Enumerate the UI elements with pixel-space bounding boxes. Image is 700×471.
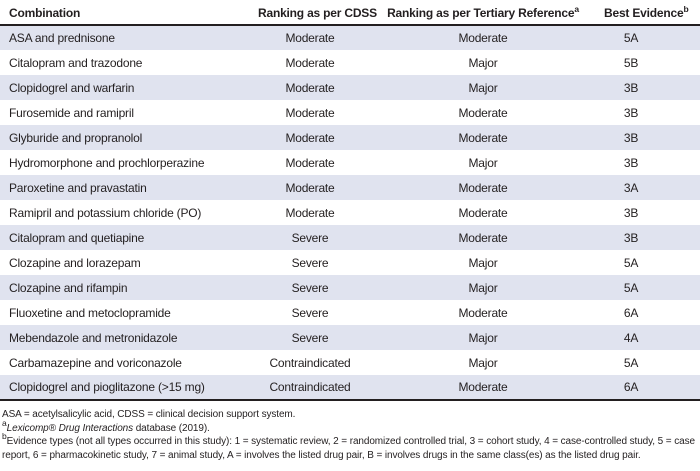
cdss-ranking-cell: Severe bbox=[291, 230, 329, 245]
table-footnotes: ASA = acetylsalicylic acid, CDSS = clini… bbox=[0, 401, 700, 462]
best-evidence-cell: 5A bbox=[623, 31, 639, 45]
col-header-tertiary-ranking: Ranking as per Tertiary Referencea bbox=[362, 2, 604, 26]
tertiary-ranking-cell: Major bbox=[468, 55, 498, 70]
table-row: Paroxetine and pravastatin Moderate Mode… bbox=[0, 175, 700, 200]
col-header-label: Best Evidence bbox=[604, 6, 684, 20]
table-row: Mebendazole and metronidazole Severe Maj… bbox=[0, 325, 700, 350]
tertiary-ranking-cell: Moderate bbox=[458, 305, 508, 320]
combination-cell: Clozapine and lorazepam bbox=[9, 255, 141, 270]
tertiary-ranking-cell: Major bbox=[468, 80, 498, 95]
tertiary-ranking-cell: Major bbox=[468, 355, 498, 370]
table-row: Citalopram and trazodone Moderate Major … bbox=[0, 50, 700, 75]
cdss-ranking-cell: Moderate bbox=[285, 130, 335, 145]
table-row: ASA and prednisone Moderate Moderate 5A bbox=[0, 25, 700, 50]
best-evidence-cell: 3B bbox=[623, 80, 639, 95]
table-row: Ramipril and potassium chloride (PO) Mod… bbox=[0, 200, 700, 225]
table-row: Glyburide and propranolol Moderate Moder… bbox=[0, 125, 700, 150]
combination-cell: Furosemide and ramipril bbox=[9, 105, 134, 120]
cdss-ranking-cell: Moderate bbox=[285, 105, 335, 120]
best-evidence-cell: 3B bbox=[623, 230, 639, 245]
tertiary-ranking-cell: Major bbox=[468, 255, 498, 270]
combination-cell: Carbamazepine and voriconazole bbox=[9, 355, 182, 370]
table-row: Citalopram and quetiapine Severe Moderat… bbox=[0, 225, 700, 250]
table-row: Clozapine and lorazepam Severe Major 5A bbox=[0, 250, 700, 275]
col-header-label: Combination bbox=[9, 6, 81, 20]
drug-interactions-table: Combination Ranking as per CDSS Ranking … bbox=[0, 2, 700, 401]
col-header-best-evidence: Best Evidenceb bbox=[604, 2, 700, 26]
combination-cell: Clozapine and rifampin bbox=[9, 280, 128, 295]
cdss-ranking-cell: Moderate bbox=[285, 80, 335, 95]
cdss-ranking-cell: Severe bbox=[291, 280, 329, 295]
col-header-combination: Combination bbox=[0, 2, 258, 26]
table-row: Carbamazepine and voriconazole Contraind… bbox=[0, 350, 700, 375]
best-evidence-cell: 5A bbox=[623, 355, 639, 370]
footnote-a-marker: a bbox=[2, 417, 7, 428]
best-evidence-cell: 5B bbox=[623, 55, 639, 70]
combination-cell: Glyburide and propranolol bbox=[9, 130, 143, 145]
combination-cell: Paroxetine and pravastatin bbox=[9, 180, 147, 195]
tertiary-ranking-cell: Moderate bbox=[458, 380, 508, 394]
combination-cell: ASA and prednisone bbox=[9, 31, 115, 45]
combination-cell: Mebendazole and metronidazole bbox=[9, 330, 178, 345]
tertiary-ranking-cell: Moderate bbox=[458, 205, 508, 220]
tertiary-ranking-cell: Moderate bbox=[458, 130, 508, 145]
combination-cell: Clopidogrel and pioglitazone (>15 mg) bbox=[9, 380, 205, 394]
combination-cell: Ramipril and potassium chloride (PO) bbox=[9, 205, 202, 220]
tertiary-ranking-cell: Major bbox=[468, 155, 498, 170]
best-evidence-cell: 3A bbox=[623, 180, 639, 195]
col-header-cdss-ranking: Ranking as per CDSS bbox=[258, 2, 377, 26]
combination-cell: Clopidogrel and warfarin bbox=[9, 80, 135, 95]
best-evidence-cell: 3B bbox=[623, 105, 639, 120]
col-header-superscript: b bbox=[683, 3, 689, 14]
tertiary-ranking-cell: Major bbox=[468, 280, 498, 295]
best-evidence-cell: 5A bbox=[623, 280, 639, 295]
table-row: Clopidogrel and warfarin Moderate Major … bbox=[0, 75, 700, 100]
footnote-a: aLexicomp® Drug Interactions database (2… bbox=[2, 418, 698, 436]
tertiary-ranking-cell: Moderate bbox=[458, 31, 508, 45]
tertiary-ranking-cell: Moderate bbox=[458, 230, 508, 245]
best-evidence-cell: 5A bbox=[623, 255, 639, 270]
cdss-ranking-cell: Moderate bbox=[285, 205, 335, 220]
cdss-ranking-cell: Severe bbox=[291, 330, 329, 345]
col-header-label: Ranking as per CDSS bbox=[258, 6, 377, 20]
table-row: Fluoxetine and metoclopramide Severe Mod… bbox=[0, 300, 700, 325]
best-evidence-cell: 4A bbox=[623, 330, 639, 345]
footnote-a-source-title: Lexicomp® Drug Interactions bbox=[6, 422, 134, 434]
cdss-ranking-cell: Contraindicated bbox=[269, 355, 351, 370]
table-row: Furosemide and ramipril Moderate Moderat… bbox=[0, 100, 700, 125]
combination-cell: Citalopram and trazodone bbox=[9, 55, 143, 70]
best-evidence-cell: 3B bbox=[623, 205, 639, 220]
footnote-b-text: Evidence types (not all types occurred i… bbox=[2, 436, 695, 461]
tertiary-ranking-cell: Moderate bbox=[458, 180, 508, 195]
best-evidence-cell: 3B bbox=[623, 130, 639, 145]
cdss-ranking-cell: Moderate bbox=[285, 55, 335, 70]
footnote-b: bEvidence types (not all types occurred … bbox=[2, 432, 698, 462]
cdss-ranking-cell: Contraindicated bbox=[269, 380, 351, 394]
combination-cell: Hydromorphone and prochlorperazine bbox=[9, 155, 205, 170]
cdss-ranking-cell: Severe bbox=[291, 255, 329, 270]
cdss-ranking-cell: Moderate bbox=[285, 155, 335, 170]
table-row: Hydromorphone and prochlorperazine Moder… bbox=[0, 150, 700, 175]
footnote-b-marker: b bbox=[2, 431, 7, 442]
combination-cell: Fluoxetine and metoclopramide bbox=[9, 305, 171, 320]
footnote-a-rest: database (2019). bbox=[133, 422, 210, 434]
best-evidence-cell: 3B bbox=[623, 155, 639, 170]
best-evidence-cell: 6A bbox=[623, 305, 639, 320]
footnote-abbreviations: ASA = acetylsalicylic acid, CDSS = clini… bbox=[2, 409, 296, 420]
combination-cell: Citalopram and quetiapine bbox=[9, 230, 145, 245]
cdss-ranking-cell: Severe bbox=[291, 305, 329, 320]
tertiary-ranking-cell: Major bbox=[468, 330, 498, 345]
best-evidence-cell: 6A bbox=[623, 380, 639, 394]
col-header-label: Ranking as per Tertiary Reference bbox=[387, 6, 575, 20]
table-row: Clozapine and rifampin Severe Major 5A bbox=[0, 275, 700, 300]
col-header-superscript: a bbox=[574, 3, 579, 14]
table-row: Clopidogrel and pioglitazone (>15 mg) Co… bbox=[0, 375, 700, 400]
header-row: Combination Ranking as per CDSS Ranking … bbox=[0, 2, 700, 26]
cdss-ranking-cell: Moderate bbox=[285, 31, 335, 45]
tertiary-ranking-cell: Moderate bbox=[458, 105, 508, 120]
cdss-ranking-cell: Moderate bbox=[285, 180, 335, 195]
